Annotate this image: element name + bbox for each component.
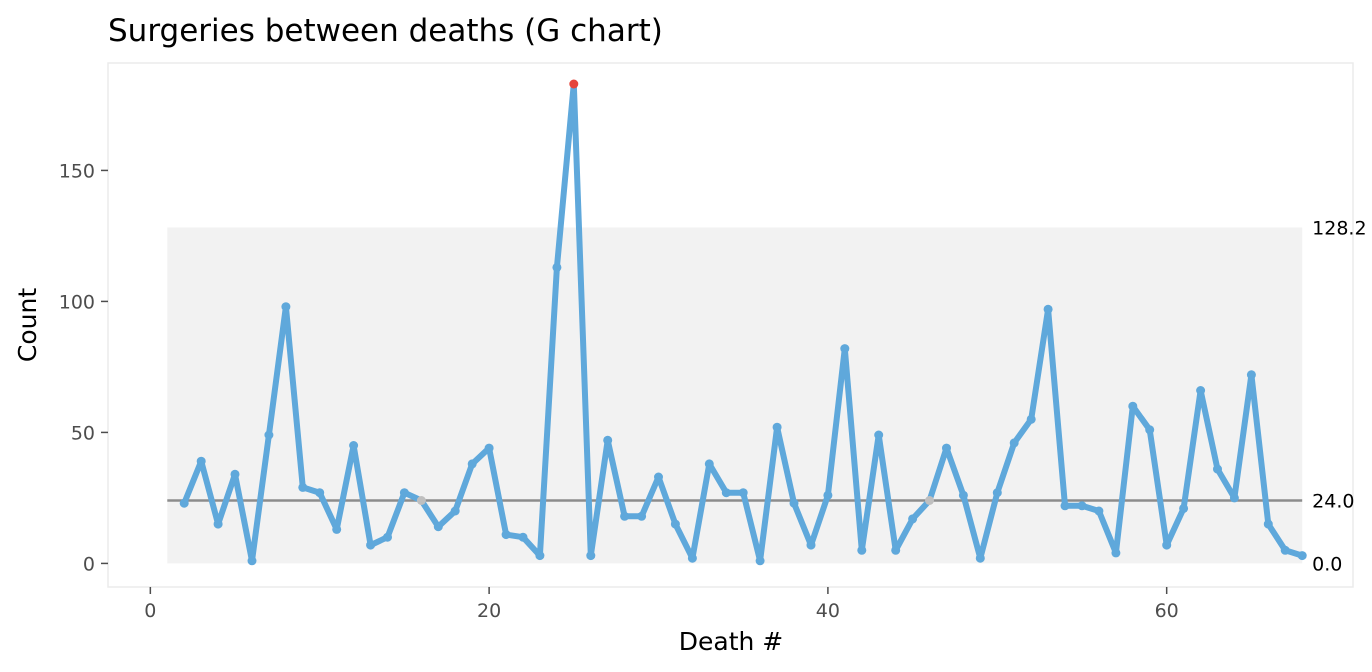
control-limit-band: [167, 227, 1303, 564]
data-point: [1196, 386, 1206, 395]
data-point: [891, 545, 901, 555]
data-point: [1094, 506, 1104, 516]
data-point: [654, 472, 663, 482]
data-point: [179, 498, 189, 508]
data-point: [1009, 438, 1019, 448]
chart-title: Surgeries between deaths (G chart): [108, 13, 663, 49]
data-point: [569, 79, 579, 89]
y-axis-title: Count: [13, 288, 42, 362]
data-point: [857, 545, 867, 555]
data-point: [450, 506, 460, 516]
data-point: [1263, 519, 1273, 529]
data-point: [1111, 548, 1121, 558]
axes: 0 20 40 60 0 50 100 150: [59, 160, 1179, 622]
data-point: [399, 488, 409, 498]
data-point: [1246, 370, 1256, 380]
data-point: [603, 435, 613, 445]
data-point: [721, 488, 731, 498]
data-point: [349, 441, 359, 450]
data-point: [332, 524, 342, 534]
data-point: [1280, 545, 1290, 555]
data-point: [823, 490, 833, 500]
x-axis-title: Death #: [679, 627, 784, 656]
data-point: [789, 498, 799, 508]
data-point: [518, 532, 528, 542]
data-point: [687, 553, 697, 563]
data-point: [1145, 425, 1155, 435]
data-point: [1213, 464, 1222, 474]
data-point: [1026, 414, 1036, 424]
data-point: [1043, 304, 1053, 314]
data-point: [586, 551, 596, 561]
data-point: [416, 496, 426, 505]
data-point: [704, 459, 714, 469]
data-point: [433, 522, 443, 532]
lower-limit-label: 0.0: [1312, 553, 1342, 575]
data-point: [196, 456, 206, 466]
data-point: [670, 519, 680, 529]
data-point: [213, 519, 223, 529]
y-tick-label: 150: [59, 160, 95, 182]
data-point: [620, 511, 630, 521]
data-point: [840, 344, 850, 354]
data-point: [1297, 551, 1307, 561]
data-point: [738, 488, 748, 498]
data-point: [366, 540, 376, 550]
series-marks: [179, 79, 1307, 566]
data-point: [383, 532, 392, 542]
data-point: [467, 459, 477, 469]
data-point: [501, 530, 511, 540]
x-tick-label: 0: [144, 600, 156, 622]
y-tick-label: 100: [59, 291, 95, 313]
y-tick-label: 50: [71, 422, 95, 444]
data-point: [908, 514, 918, 524]
data-point: [247, 556, 257, 566]
x-tick-label: 60: [1155, 600, 1179, 622]
data-point: [755, 556, 765, 566]
data-point: [637, 511, 647, 521]
data-point: [772, 422, 782, 432]
x-tick-label: 20: [477, 600, 501, 622]
data-point: [264, 430, 274, 440]
x-tick-label: 40: [816, 600, 840, 622]
data-point: [484, 443, 494, 453]
data-point: [1229, 493, 1239, 503]
upper-limit-label: 128.2: [1312, 218, 1366, 240]
data-point: [806, 540, 816, 550]
data-point: [1077, 501, 1087, 511]
data-point: [925, 496, 934, 505]
data-point: [552, 262, 562, 272]
data-point: [281, 302, 291, 312]
data-point: [535, 551, 545, 561]
data-point: [958, 490, 968, 500]
data-point: [1162, 540, 1172, 550]
data-point: [874, 430, 884, 440]
data-point: [1128, 401, 1138, 411]
data-point: [315, 488, 325, 498]
y-tick-label: 0: [83, 553, 95, 575]
data-point: [992, 488, 1002, 498]
data-point: [298, 482, 308, 492]
data-point: [1060, 501, 1070, 511]
data-point: [230, 469, 240, 479]
data-point: [942, 443, 951, 453]
data-point: [1179, 503, 1189, 513]
data-point: [975, 553, 985, 563]
center-line-label: 24.0: [1312, 491, 1354, 513]
